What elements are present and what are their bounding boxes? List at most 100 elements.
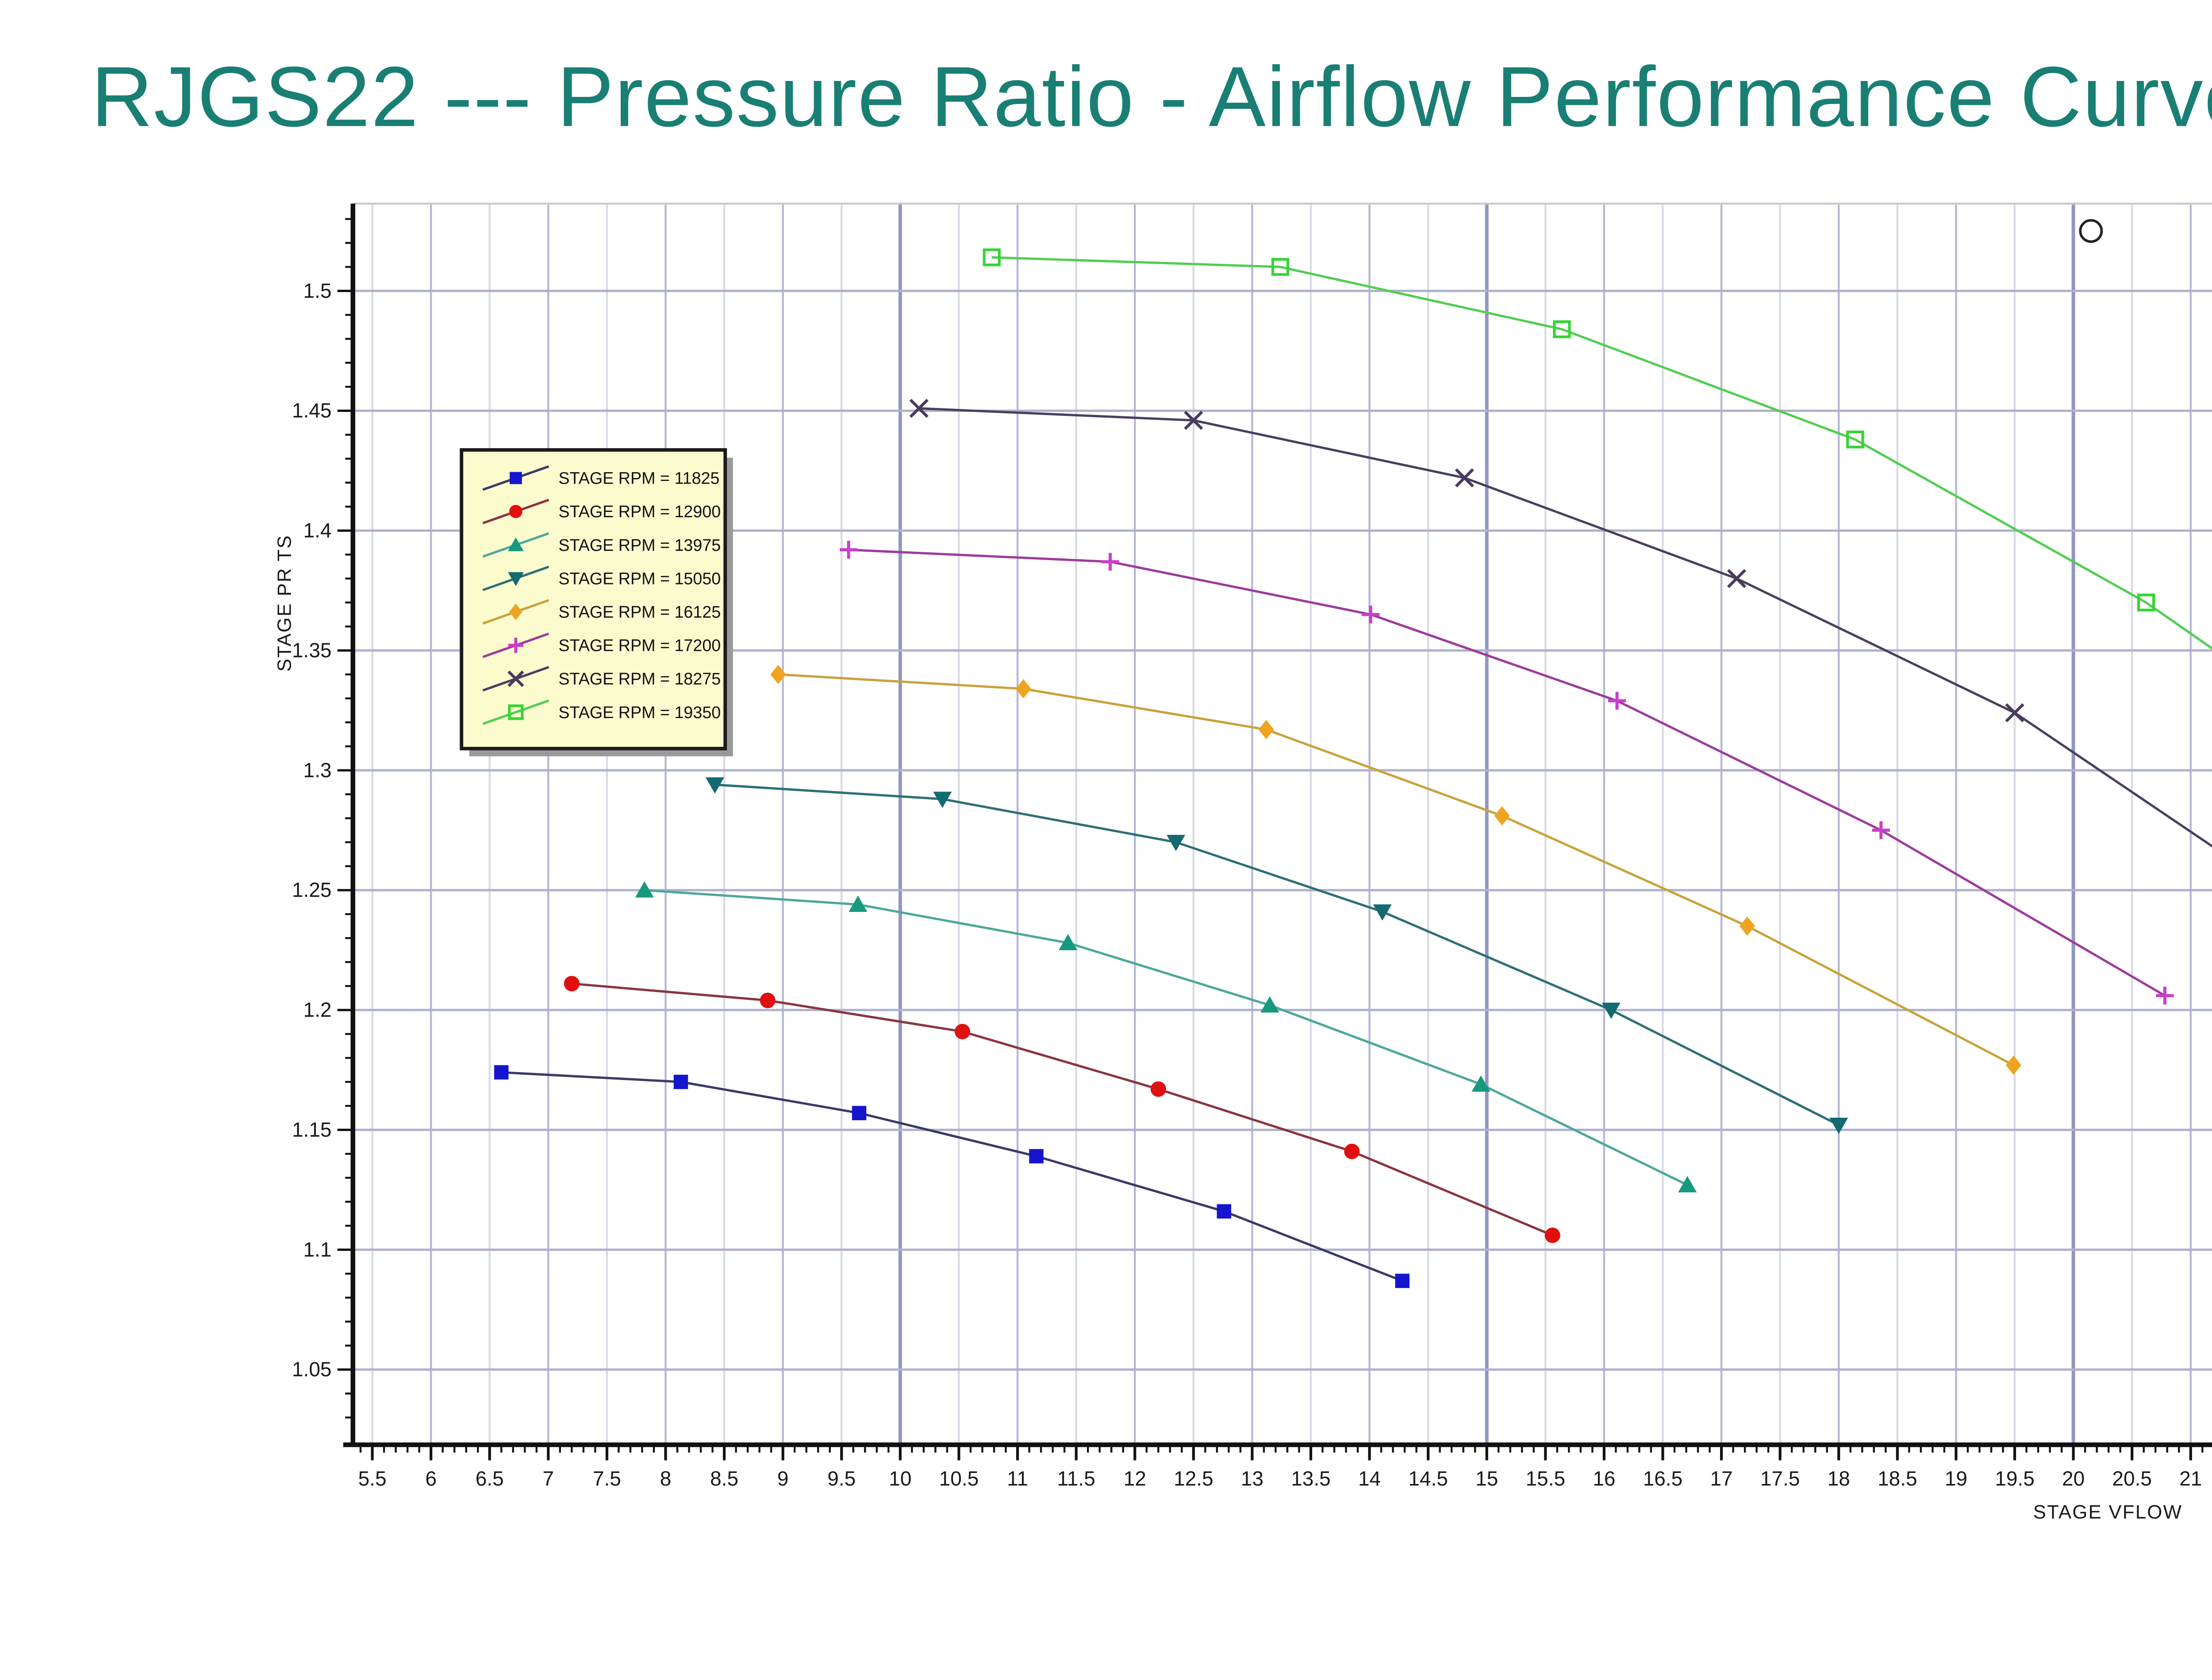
x-tick-label: 13.5 [1291,1467,1331,1490]
y-tick-label: 1.35 [292,638,332,661]
y-tick-label: 1.15 [292,1118,332,1141]
x-tick-label: 19 [1945,1467,1967,1490]
series-marker [2137,593,2155,611]
x-tick-label: 20 [2062,1467,2085,1490]
series-marker [983,248,1001,266]
x-tick-label: 9 [777,1467,789,1490]
series-marker [1739,916,1755,936]
series-marker [494,1065,509,1080]
series-marker [1150,1081,1166,1097]
series-marker [760,992,776,1008]
x-tick-label: 19.5 [1995,1467,2035,1490]
x-tick-label: 20.5 [2112,1467,2152,1490]
series-marker [933,792,952,808]
series-marker [1553,320,1571,338]
legend-item-label: STAGE RPM = 17200 [558,636,721,655]
series-marker [1271,258,1290,276]
series-marker [705,777,724,794]
series-marker [1395,1273,1410,1288]
x-tick-label: 15.5 [1526,1467,1566,1490]
x-tick-label: 16.5 [1643,1467,1683,1490]
series-marker [1544,1227,1560,1243]
y-tick-label: 1.4 [303,519,332,542]
x-tick-label: 11.5 [1057,1467,1095,1490]
x-tick-label: 17 [1710,1467,1733,1490]
series-marker [1217,1204,1231,1219]
y-axis-title: STAGE PR TS [273,534,295,672]
series-marker [1601,1003,1621,1019]
x-tick-label: 8.5 [710,1467,738,1490]
series-line [849,548,2166,997]
legend-marker [509,505,522,518]
series-marker [1029,1149,1044,1164]
x-tick-label: 10.5 [939,1467,979,1490]
legend-item-label: STAGE RPM = 11825 [558,469,719,488]
y-tick-label: 1.5 [303,279,332,302]
x-tick-label: 8 [660,1467,672,1490]
legend-sample-line [482,699,549,725]
y-tick-label: 1.1 [303,1238,332,1261]
legend-marker [508,704,524,720]
legend-item-label: STAGE RPM = 12900 [558,502,721,521]
series-marker [1829,1118,1848,1134]
series-line [644,889,1688,1186]
page-title: RJGS22 --- Pressure Ratio - Airflow Perf… [91,50,2212,146]
y-tick-label: 1.45 [292,399,332,422]
x-tick-label: 16 [1593,1467,1615,1490]
legend-item-label: STAGE RPM = 13975 [558,536,721,554]
x-tick-label: 7 [543,1467,554,1490]
x-tick-label: 21 [2179,1467,2202,1490]
legend-marker [507,670,524,687]
x-tick-label: 15 [1475,1467,1498,1490]
series-marker [1166,834,1186,851]
series-line [501,1071,1403,1282]
series-marker [1455,468,1474,488]
series-marker [1373,904,1392,921]
legend-marker [508,537,524,551]
x-tick-label: 6 [425,1467,437,1490]
series-marker [1260,996,1279,1013]
series-marker [770,665,786,684]
series-marker [1678,1176,1697,1192]
x-tick-label: 14 [1358,1467,1381,1490]
series-line [919,407,2212,848]
series-marker [1184,411,1203,430]
series-marker [2005,1055,2021,1075]
y-tick-label: 1.05 [292,1358,332,1381]
series-marker [852,1106,867,1120]
x-tick-label: 10 [889,1467,911,1490]
series-marker [673,1075,688,1089]
x-tick-label: 17.5 [1760,1467,1800,1490]
x-tick-label: 11 [1007,1467,1028,1490]
stray-circle-marker [2079,219,2103,243]
series-marker [1258,719,1274,739]
legend-box [460,448,727,750]
series-marker [954,1023,970,1040]
x-tick-label: 14.5 [1408,1467,1448,1490]
y-tick-label: 1.2 [303,998,332,1021]
x-tick-label: 7.5 [593,1467,621,1490]
series-line [778,673,2014,1066]
x-tick-label: 12.5 [1174,1467,1214,1490]
x-tick-label: 18.5 [1878,1467,1917,1490]
series-line [572,982,1553,1237]
series-marker [635,881,654,898]
series-marker [909,399,929,418]
series-marker [1059,934,1078,950]
series-line [991,256,2212,650]
series-marker [1846,431,1864,449]
legend-item-label: STAGE RPM = 19350 [558,703,721,722]
series-marker [1344,1143,1360,1159]
x-tick-label: 18 [1828,1467,1850,1490]
y-tick-label: 1.25 [292,878,332,901]
series-marker [1494,806,1510,826]
legend-marker [510,472,522,484]
series-marker [2005,703,2024,723]
x-tick-label: 5.5 [358,1467,387,1490]
legend-marker [508,572,524,586]
series-marker [1471,1075,1490,1092]
x-axis-title: STAGE VFLOW [2033,1501,2182,1523]
legend-marker [509,604,522,620]
